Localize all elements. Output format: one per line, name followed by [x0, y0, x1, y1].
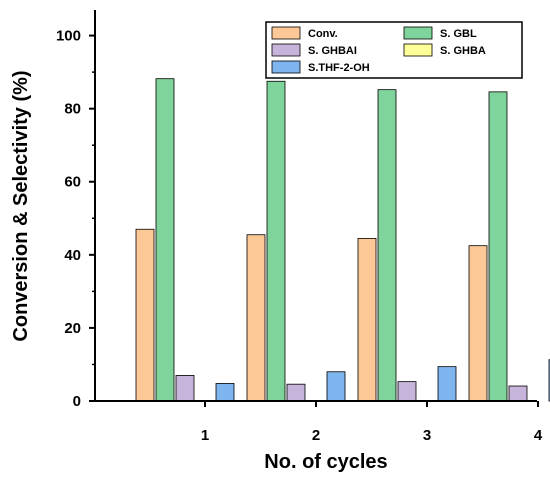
y-tick-label: 0: [73, 393, 81, 410]
bar-s-gbl-cycle-1: [155, 78, 175, 402]
bar-s-gbl-cycle-3: [377, 89, 397, 402]
legend-swatch-s-ghbai: [271, 43, 301, 57]
bar-s-gbl-cycle-4: [488, 91, 508, 402]
legend-swatch-s-ghba: [403, 43, 433, 57]
x-tick-label: 3: [423, 427, 431, 444]
y-tick-label: 100: [56, 28, 81, 45]
legend: Conv. S. GBL S. GHBAI S. GHBA S.THF-2-OH: [265, 21, 523, 79]
bar-s-thf-2-oh-cycle-3: [437, 366, 457, 402]
legend-swatch-conv-: [271, 26, 301, 40]
bar-conv--cycle-2: [246, 234, 266, 402]
x-tick-label: 1: [201, 427, 209, 444]
legend-box: [265, 21, 523, 79]
legend-label-s-gbl: S. GBL: [440, 28, 477, 40]
bar-s-thf-2-oh-cycle-2: [326, 371, 346, 402]
y-tick-label: 20: [64, 320, 81, 337]
bar-s-ghbai-cycle-2: [286, 383, 306, 402]
legend-label-conv-: Conv.: [308, 28, 338, 40]
y-tick-label: 60: [64, 174, 81, 191]
legend-swatch-s-thf-2-oh: [271, 60, 301, 74]
legend-label-s-ghba: S. GHBA: [440, 45, 486, 57]
y-tick-label: 40: [64, 247, 81, 264]
x-tick-label: 4: [534, 427, 543, 444]
bar-s-ghbai-cycle-3: [397, 381, 417, 402]
legend-swatch-s-gbl: [403, 26, 433, 40]
bar-conv--cycle-1: [135, 228, 155, 402]
y-tick-label: 80: [64, 101, 81, 118]
bar-conv--cycle-3: [357, 237, 377, 402]
legend-label-s-thf-2-oh: S.THF-2-OH: [308, 62, 370, 74]
x-tick-label: 2: [312, 427, 320, 444]
bar-s-gbl-cycle-2: [266, 80, 286, 402]
bar-s-thf-2-oh-cycle-1: [215, 383, 235, 402]
legend-label-s-ghbai: S. GHBAI: [308, 45, 357, 57]
x-axis-title: No. of cycles: [264, 451, 387, 473]
bar-s-ghbai-cycle-4: [508, 385, 528, 402]
bars-layer: [135, 78, 550, 402]
y-axis-title: Conversion & Selectivity (%): [10, 70, 32, 341]
bar-conv--cycle-4: [468, 245, 488, 402]
bar-s-ghbai-cycle-1: [175, 375, 195, 402]
